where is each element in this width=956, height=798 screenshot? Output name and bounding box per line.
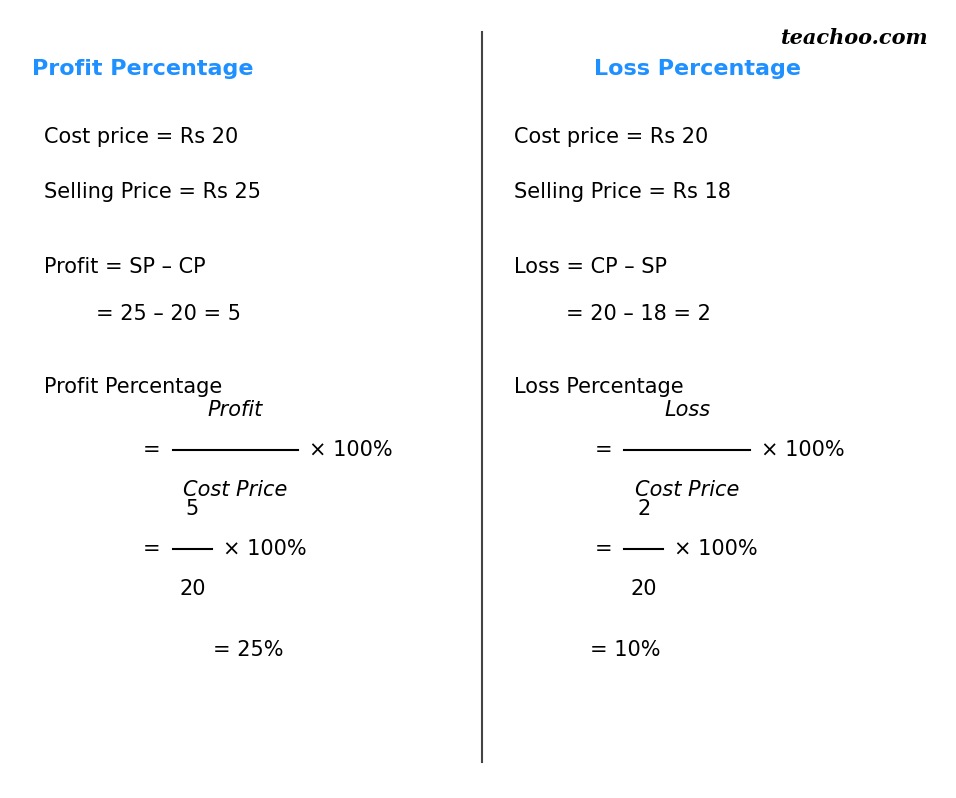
Text: = 10%: = 10% (590, 640, 661, 660)
Text: Loss = CP – SP: Loss = CP – SP (514, 257, 667, 277)
Text: Loss: Loss (664, 401, 710, 421)
Text: 5: 5 (185, 499, 199, 519)
Text: Profit Percentage: Profit Percentage (44, 377, 223, 397)
Text: 20: 20 (631, 579, 657, 599)
Text: = 20 – 18 = 2: = 20 – 18 = 2 (566, 304, 711, 324)
Text: Cost price = Rs 20: Cost price = Rs 20 (514, 127, 708, 147)
Text: =: = (142, 539, 161, 559)
Text: Cost Price: Cost Price (184, 480, 288, 500)
Text: × 100%: × 100% (674, 539, 758, 559)
Text: = 25 – 20 = 5: = 25 – 20 = 5 (96, 304, 241, 324)
Text: × 100%: × 100% (223, 539, 307, 559)
Text: × 100%: × 100% (761, 440, 844, 460)
Text: = 25%: = 25% (213, 640, 284, 660)
Text: Profit: Profit (207, 401, 263, 421)
Text: Selling Price = Rs 18: Selling Price = Rs 18 (514, 182, 731, 202)
Text: Selling Price = Rs 25: Selling Price = Rs 25 (44, 182, 261, 202)
Text: =: = (595, 539, 612, 559)
Text: 20: 20 (179, 579, 206, 599)
Text: Profit = SP – CP: Profit = SP – CP (44, 257, 206, 277)
Text: =: = (595, 440, 612, 460)
Text: × 100%: × 100% (310, 440, 393, 460)
Text: =: = (142, 440, 161, 460)
Text: teachoo.com: teachoo.com (781, 28, 928, 48)
Text: Cost Price: Cost Price (635, 480, 739, 500)
Text: Cost price = Rs 20: Cost price = Rs 20 (44, 127, 238, 147)
Text: Loss Percentage: Loss Percentage (514, 377, 684, 397)
Text: Loss Percentage: Loss Percentage (595, 59, 801, 80)
Text: Profit Percentage: Profit Percentage (33, 59, 253, 80)
Text: 2: 2 (637, 499, 650, 519)
